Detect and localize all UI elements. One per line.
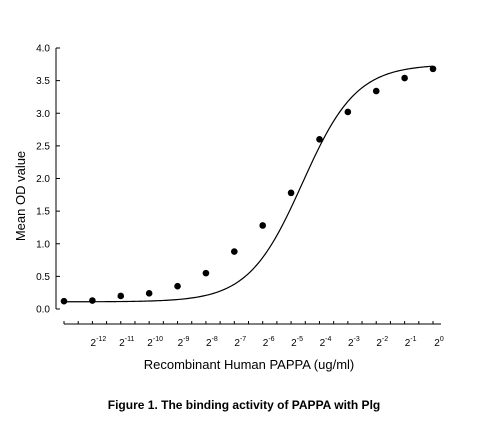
y-tick-label: 3.0 (36, 109, 50, 120)
data-points-layer (60, 65, 437, 305)
y-tick-label: 1.5 (36, 207, 50, 218)
x-tick-label: 2-3 (348, 336, 360, 349)
data-point (344, 108, 352, 116)
y-axis: 0.0 0.5 1.0 1.5 2.0 2.5 3.0 3.5 4.0 (36, 44, 60, 316)
x-tick-label: 2-5 (291, 336, 303, 349)
data-point (287, 189, 295, 197)
y-tick-label: 0.0 (36, 305, 50, 316)
x-tick-label: 20 (434, 336, 444, 349)
data-point (372, 87, 380, 95)
x-tick-label: 2-4 (320, 336, 332, 349)
x-tick-label: 2-10 (147, 336, 163, 349)
binding-activity-chart: 0.00.51.01.52.02.53.03.54.0 2-12 2-11 2-10… (13, 44, 444, 373)
data-point (89, 297, 96, 304)
y-tick-label: 2.0 (36, 174, 50, 185)
y-tick-label: 1.0 (36, 239, 50, 250)
y-tick-label: 4.0 (36, 44, 50, 55)
x-tick-label: 2-12 (91, 336, 107, 349)
data-point (117, 292, 125, 300)
data-point (429, 65, 437, 73)
x-tick-label: 2-7 (234, 336, 246, 349)
x-tick-label: 2-6 (263, 336, 275, 349)
x-tick-label: 2-8 (206, 336, 218, 349)
y-axis-label: Mean OD value (13, 151, 28, 241)
data-point (231, 248, 238, 255)
fit-curve-layer (64, 65, 434, 303)
y-tick-label: 0.5 (36, 272, 50, 283)
data-point (401, 74, 408, 82)
x-axis: 2-12 2-11 2-10 2-9 2-8 2-7 2-6 2-5 2-4 2-3 2-2 2-1 2… (63, 321, 444, 349)
y-tick-label: 2.5 (36, 141, 50, 152)
data-point (174, 282, 181, 290)
x-tick-label: 2-11 (119, 336, 134, 349)
data-point (60, 297, 68, 305)
figure-caption: Figure 1. The binding activity of PAPPA … (107, 398, 381, 412)
data-point (145, 290, 153, 297)
data-point (316, 136, 323, 143)
y-tick-label: 3.5 (36, 76, 50, 87)
data-point (259, 222, 266, 229)
x-tick-label: 2-2 (376, 336, 388, 349)
x-tick-label: 2-9 (178, 336, 190, 349)
x-axis-label: Recombinant Human PAPPA (ug/ml) (144, 357, 355, 372)
data-point (202, 269, 210, 277)
x-tick-label: 2-1 (405, 336, 417, 349)
fit-curve (64, 65, 434, 303)
